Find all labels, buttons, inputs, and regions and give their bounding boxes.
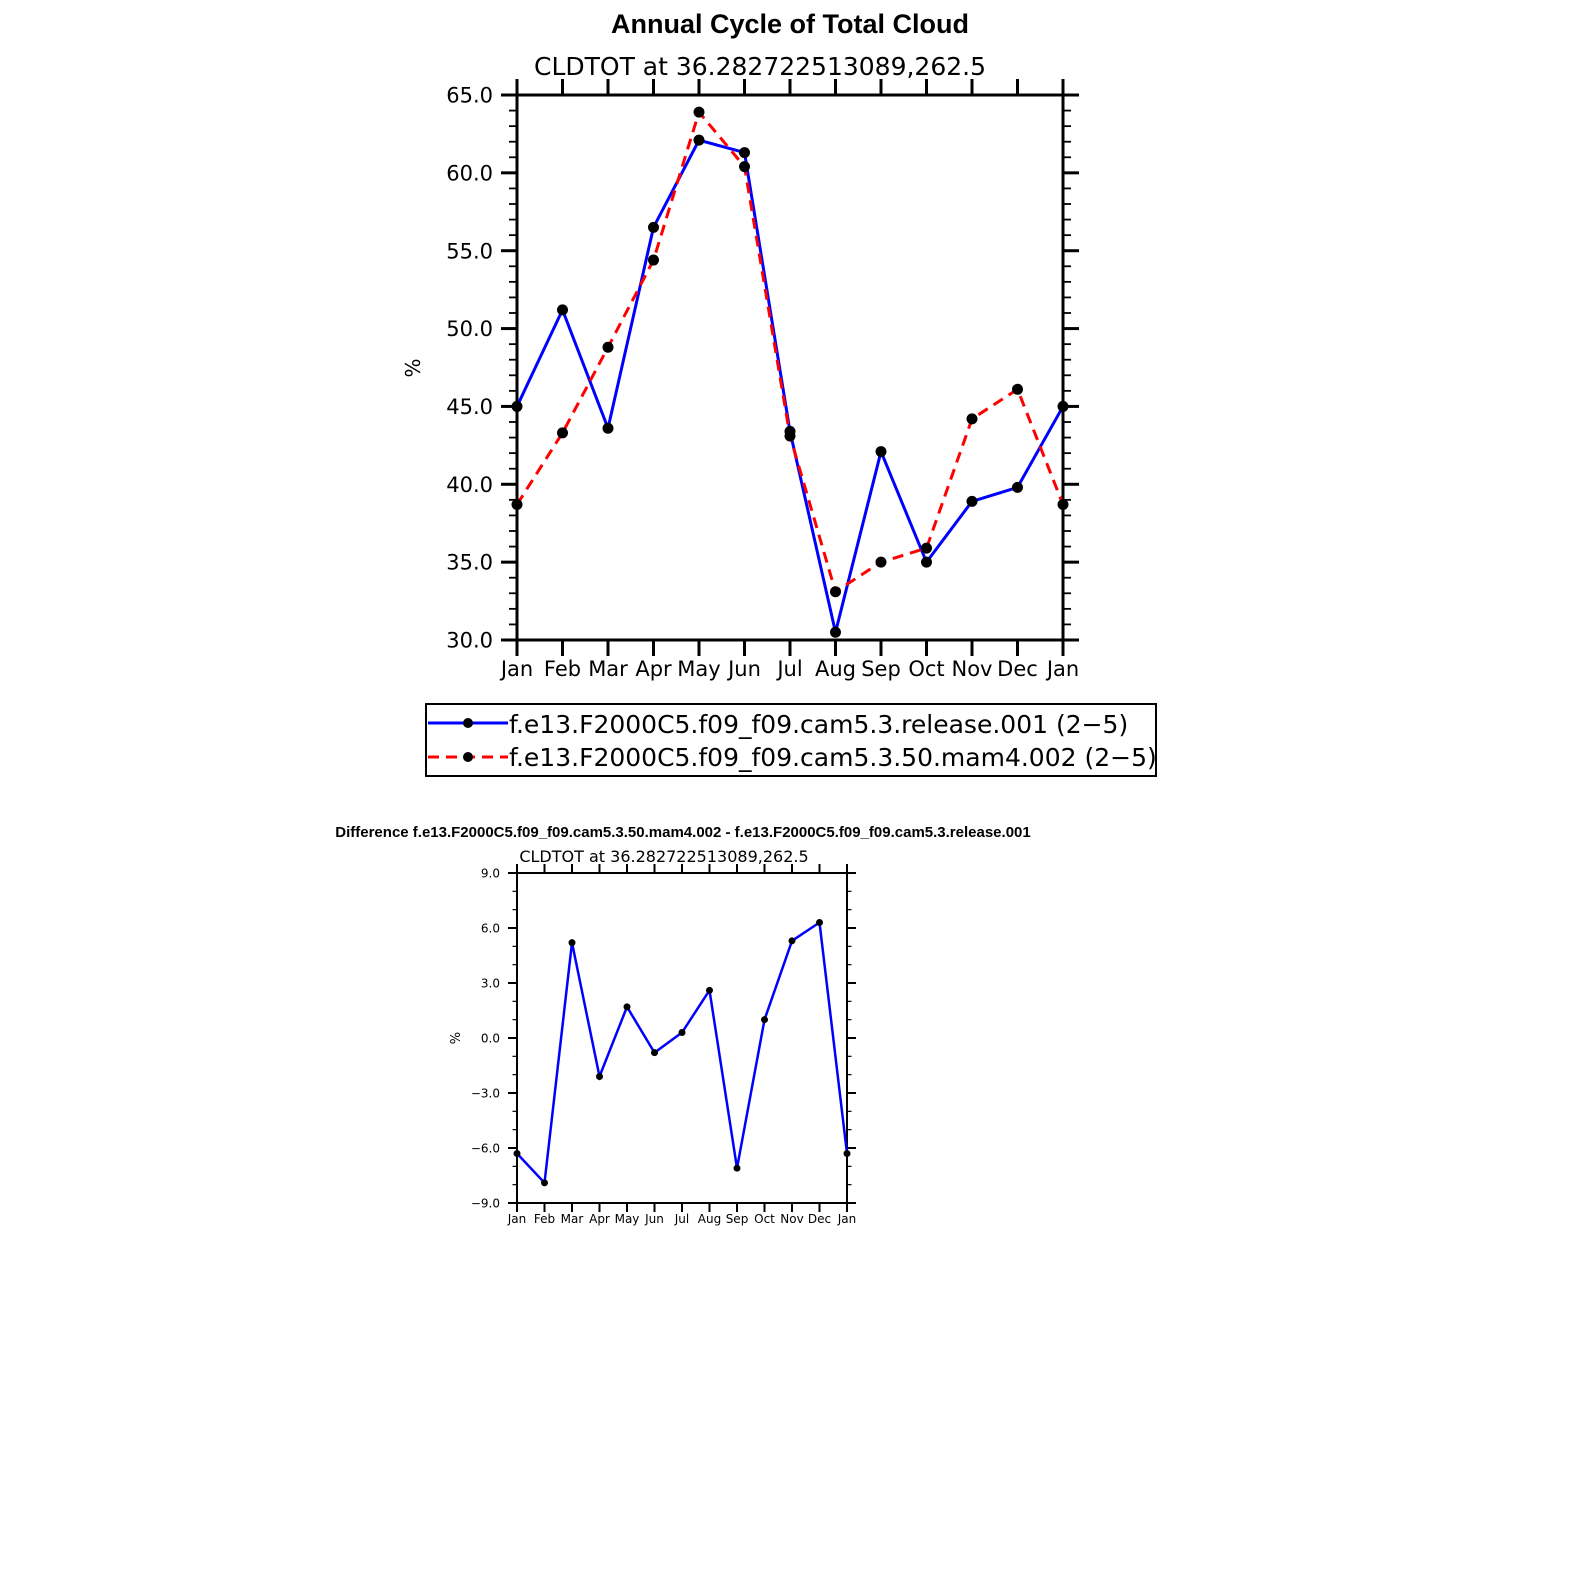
series-1-point <box>830 626 841 638</box>
x-tick-label: Jul <box>775 657 802 681</box>
x-tick-label: Feb <box>534 1212 555 1226</box>
x-tick-label: Nov <box>780 1212 803 1226</box>
series-2-point <box>557 427 568 439</box>
y-tick-label: −6.0 <box>471 1141 500 1155</box>
series-1-point <box>648 221 659 233</box>
annual-cycle-chart: Annual Cycle of Total Cloud CLDTOT at 36… <box>401 9 1157 777</box>
difference-plot-area: Jan Feb Mar Apr May Jun Jul Aug Sep Oct Nov Dec Jan−… <box>471 864 856 1226</box>
x-tick-label: Jan <box>1045 657 1079 681</box>
y-tick-label: −3.0 <box>471 1086 500 1100</box>
series-2-point <box>875 556 887 568</box>
series-1-point <box>557 304 568 316</box>
x-tick-label: Aug <box>815 657 856 681</box>
series-1-point <box>602 422 614 434</box>
x-tick-label: Apr <box>635 657 672 681</box>
y-tick-label: 40.0 <box>446 473 493 497</box>
x-tick-label: Sep <box>726 1212 749 1226</box>
series-1-point <box>678 1029 686 1036</box>
series-1-point <box>1057 400 1069 412</box>
series-2-point <box>511 499 523 511</box>
series-1-point <box>706 986 713 994</box>
series-2-point <box>739 161 750 173</box>
chart-subtitle: CLDTOT at 36.282722513089,262.5 <box>534 52 986 81</box>
x-tick-label: Mar <box>588 657 628 681</box>
series-1-point <box>513 1150 521 1157</box>
difference-chart-title: Difference f.e13.F2000C5.f09_f09.cam5.3.… <box>335 824 1030 841</box>
series-2-point <box>784 430 796 442</box>
series-2-point <box>602 341 614 353</box>
x-tick-label: Jan <box>507 1212 527 1226</box>
x-tick-label: Jun <box>644 1212 664 1226</box>
series-2-point <box>921 542 932 554</box>
series-1-point <box>875 446 887 458</box>
y-tick-label: −9.0 <box>471 1196 500 1210</box>
legend-box <box>425 703 1157 777</box>
legend-label-series-2: f.e13.F2000C5.f09_f09.cam5.3.50.mam4.002… <box>509 743 1157 772</box>
y-tick-label: 60.0 <box>446 161 493 185</box>
y-tick-label: 0.0 <box>481 1031 500 1045</box>
x-tick-label: Mar <box>561 1212 584 1226</box>
series-1-point <box>623 1003 631 1011</box>
x-tick-label: Aug <box>698 1212 721 1226</box>
series-2-point <box>1012 383 1023 395</box>
x-tick-label: Nov <box>952 657 993 681</box>
y-tick-label: 6.0 <box>481 921 500 935</box>
series-1-point <box>921 556 932 568</box>
series-1-point <box>596 1073 603 1080</box>
x-tick-label: Apr <box>589 1212 610 1226</box>
series-2-point <box>966 413 978 425</box>
x-tick-label: Jul <box>674 1212 689 1226</box>
x-tick-label: Dec <box>997 657 1038 681</box>
series-1-point <box>568 939 576 947</box>
series-1-point <box>693 134 705 146</box>
y-tick-label: 45.0 <box>446 395 493 419</box>
y-tick-label: 30.0 <box>446 629 493 653</box>
difference-chart-subtitle: CLDTOT at 36.282722513089,262.5 <box>519 847 808 866</box>
x-tick-label: Dec <box>808 1212 831 1226</box>
series-1-point <box>541 1179 548 1187</box>
plot-area: Jan Feb Mar Apr May Jun Jul Aug Sep Oct Nov Dec Jan3… <box>446 79 1079 681</box>
series-1-point <box>1012 481 1023 493</box>
series-1-point <box>733 1164 741 1172</box>
series-1-point <box>816 919 823 926</box>
x-tick-label: Jan <box>837 1212 857 1226</box>
legend-marker-series-2 <box>463 752 473 762</box>
legend-marker-series-1 <box>463 718 473 728</box>
series-1-point <box>761 1016 768 1024</box>
x-tick-label: Oct <box>754 1212 775 1226</box>
y-tick-label: 65.0 <box>446 84 493 108</box>
series-1-point <box>843 1150 851 1157</box>
x-tick-label: Sep <box>861 657 901 681</box>
series-1-point <box>511 400 523 412</box>
legend: f.e13.F2000C5.f09_f09.cam5.3.release.001… <box>425 703 1157 777</box>
series-1-point <box>966 495 978 507</box>
x-tick-label: Oct <box>908 657 944 681</box>
y-axis-label: % <box>401 358 425 377</box>
x-tick-label: Jun <box>726 657 761 681</box>
y-tick-label: 35.0 <box>446 551 493 575</box>
series-2-point <box>1057 499 1069 511</box>
series-2-point <box>648 254 659 266</box>
difference-chart: Difference f.e13.F2000C5.f09_f09.cam5.3.… <box>335 824 1030 1226</box>
chart-title: Annual Cycle of Total Cloud <box>611 9 969 39</box>
series-2-point <box>693 106 705 118</box>
series-1-point <box>788 937 796 945</box>
series-1-point <box>651 1049 658 1057</box>
legend-label-series-1: f.e13.F2000C5.f09_f09.cam5.3.release.001… <box>509 710 1128 739</box>
y-tick-label: 55.0 <box>446 239 493 263</box>
y-tick-label: 3.0 <box>481 976 500 990</box>
series-1-point <box>739 147 750 159</box>
difference-y-axis-label: % <box>449 1032 464 1044</box>
x-tick-label: Feb <box>544 657 581 681</box>
y-tick-label: 9.0 <box>481 866 500 880</box>
x-tick-label: May <box>677 657 720 681</box>
y-tick-label: 50.0 <box>446 317 493 341</box>
x-tick-label: Jan <box>499 657 533 681</box>
x-tick-label: May <box>615 1212 640 1226</box>
series-2-point <box>830 586 841 598</box>
